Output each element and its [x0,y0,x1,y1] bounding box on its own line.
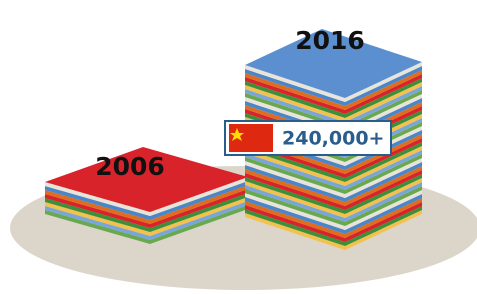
infographic: 2006 2016 240,000+ [0,0,477,294]
callout: 240,000+ [225,121,391,155]
year-label: 2006 [95,152,165,181]
callout-text: 240,000+ [282,128,384,150]
year-label: 2016 [295,26,365,55]
